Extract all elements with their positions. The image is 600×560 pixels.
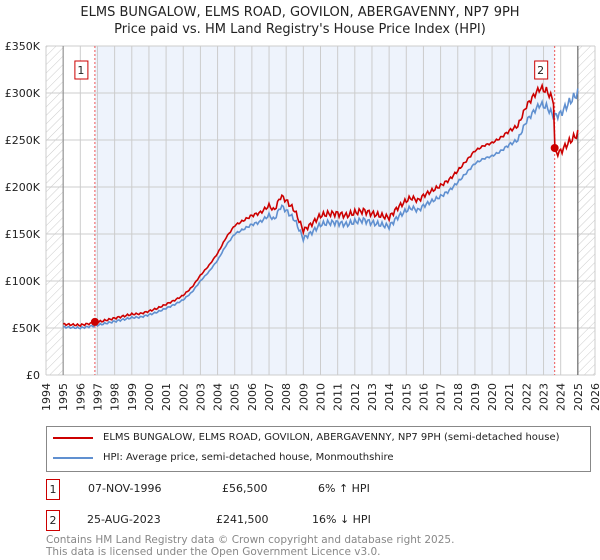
transaction-date: 07-NOV-1996	[88, 482, 162, 495]
x-tick-label: 2019	[469, 383, 482, 411]
y-tick-label: £200K	[5, 181, 41, 194]
x-tick-label: 2003	[194, 383, 207, 411]
x-tick-label: 2023	[538, 383, 551, 411]
x-tick-label: 2000	[143, 383, 156, 411]
transaction-price: £241,500	[216, 513, 269, 526]
x-tick-label: 2009	[297, 383, 310, 411]
transaction-row: 1 07-NOV-1996 £56,500 6% ↑ HPI	[46, 479, 446, 500]
x-tick-label: 1997	[91, 383, 104, 411]
x-tick-label: 2001	[160, 383, 173, 411]
sale-point	[550, 143, 559, 152]
transaction-hpi: 16% ↓ HPI	[312, 513, 371, 526]
x-tick-label: 2013	[366, 383, 379, 411]
red-line-swatch	[53, 436, 93, 439]
x-tick-label: 2007	[263, 383, 276, 411]
x-tick-label: 1996	[74, 383, 87, 411]
transaction-date: 25-AUG-2023	[87, 513, 161, 526]
x-tick-label: 2006	[246, 383, 259, 411]
x-tick-label: 2015	[400, 383, 413, 411]
marker-badge: 2	[46, 510, 60, 531]
x-tick-label: 2018	[452, 383, 465, 411]
x-tick-label: 1994	[40, 383, 53, 411]
hatched-region-right	[577, 46, 595, 375]
transaction-hpi: 6% ↑ HPI	[318, 482, 370, 495]
transaction-row: 2 25-AUG-2023 £241,500 16% ↓ HPI	[46, 510, 446, 531]
legend-label: ELMS BUNGALOW, ELMS ROAD, GOVILON, ABERG…	[103, 432, 560, 443]
shaded-ownership-region	[94, 46, 555, 375]
x-tick-label: 1998	[109, 383, 122, 411]
marker-badge: 1	[46, 479, 60, 500]
footer-copyright: Contains HM Land Registry data © Crown c…	[46, 534, 455, 546]
x-tick-label: 2025	[572, 383, 585, 411]
x-tick-label: 2026	[589, 383, 600, 411]
y-tick-label: £100K	[5, 275, 41, 288]
y-tick-label: £250K	[5, 134, 41, 147]
sale-point	[90, 317, 99, 326]
chart-subtitle: Price paid vs. HM Land Registry's House …	[114, 22, 486, 37]
sale-label-box	[74, 60, 89, 80]
sale-label-box	[534, 60, 549, 80]
property-series-line	[63, 82, 579, 327]
y-tick-label: £50K	[12, 322, 41, 335]
x-tick-label: 2011	[332, 383, 345, 411]
legend-item-property: ELMS BUNGALOW, ELMS ROAD, GOVILON, ABERG…	[53, 432, 560, 443]
blue-line-swatch	[53, 456, 93, 459]
footer-licence: This data is licensed under the Open Gov…	[46, 546, 381, 558]
x-tick-label: 2022	[520, 383, 533, 411]
transaction-price: £56,500	[222, 482, 268, 495]
x-tick-label: 2016	[417, 383, 430, 411]
x-tick-label: 2002	[177, 383, 190, 411]
x-tick-label: 2014	[383, 383, 396, 411]
x-tick-label: 2024	[555, 383, 568, 411]
hatched-region-left	[46, 46, 64, 375]
legend-label: HPI: Average price, semi-detached house,…	[103, 452, 394, 463]
x-tick-label: 2010	[315, 383, 328, 411]
x-tick-label: 2005	[229, 383, 242, 411]
legend-item-hpi: HPI: Average price, semi-detached house,…	[53, 452, 394, 463]
x-tick-label: 2017	[435, 383, 448, 411]
sale-label-number: 1	[77, 64, 84, 77]
x-tick-label: 1999	[126, 383, 139, 411]
legend: ELMS BUNGALOW, ELMS ROAD, GOVILON, ABERG…	[46, 426, 591, 472]
x-tick-label: 2004	[212, 383, 225, 411]
y-tick-label: £300K	[5, 87, 41, 100]
y-tick-label: £0	[26, 369, 40, 382]
sale-label-number: 2	[537, 64, 544, 77]
x-tick-label: 1995	[57, 383, 70, 411]
y-tick-label: £150K	[5, 228, 41, 241]
chart-title: ELMS BUNGALOW, ELMS ROAD, GOVILON, ABERG…	[80, 5, 520, 20]
x-tick-label: 2008	[280, 383, 293, 411]
x-tick-label: 2012	[349, 383, 362, 411]
hpi-series-line	[63, 88, 579, 330]
x-tick-label: 2020	[486, 383, 499, 411]
plot-area: 1994 1995 1996 1997 1998 1999 2000 2001 2002 2003…	[5, 40, 600, 411]
x-tick-label: 2021	[503, 383, 516, 411]
y-tick-label: £350K	[5, 40, 41, 53]
